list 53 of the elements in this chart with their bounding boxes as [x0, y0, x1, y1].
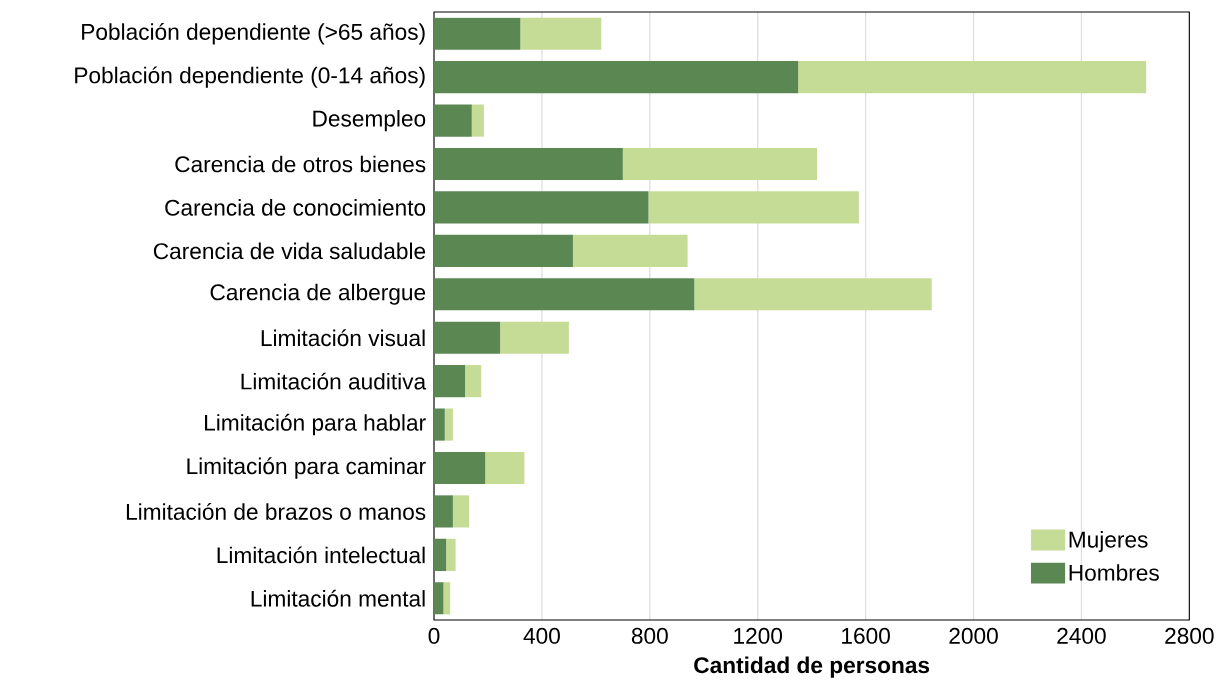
bar: [622, 147, 818, 181]
y-tick-label: Población dependiente (>65 años): [82, 23, 425, 45]
y-tick-label: Desempleo: [313, 110, 426, 132]
bar: [434, 278, 695, 311]
y-tick-label: Limitación mental: [251, 589, 425, 607]
bar: [798, 61, 1147, 94]
y-tick-label: Limitación visual: [261, 329, 425, 347]
y-tick-label: Población dependiente (0-14 años): [75, 66, 425, 88]
bar: [434, 321, 501, 354]
x-tick-label: 400: [523, 627, 560, 644]
bar: [434, 147, 623, 181]
bar: [434, 582, 444, 615]
bar: [465, 365, 482, 398]
legend-label: Hombres: [1069, 564, 1159, 581]
bar: [434, 451, 486, 485]
bar: [648, 191, 859, 224]
x-tick-label: 800: [631, 627, 668, 644]
x-tick-label: 1200: [734, 627, 783, 644]
bar: [434, 408, 445, 441]
bar: [434, 538, 447, 571]
x-tick-label: 2800: [1165, 627, 1214, 644]
bar: [694, 278, 932, 311]
bar: [485, 451, 525, 485]
bar: [434, 191, 649, 224]
bar: [444, 408, 453, 441]
bar: [434, 17, 521, 50]
bar: [434, 365, 466, 398]
x-tick-label: 2000: [949, 627, 998, 644]
bar: [434, 61, 799, 94]
bar: [500, 321, 569, 354]
y-tick-label: Limitación para caminar: [187, 457, 426, 479]
bar: [471, 104, 484, 137]
y-tick-label: Limitación de brazos o manos: [126, 502, 426, 520]
bar: [520, 17, 602, 50]
bar: [443, 582, 451, 615]
y-tick-label: Limitación para hablar: [205, 413, 426, 436]
bar: [452, 495, 470, 528]
bar: [572, 234, 688, 267]
bar: [434, 495, 453, 528]
y-tick-label: Limitación intelectual: [217, 546, 425, 564]
y-tick-label: Carencia de otros bienes: [175, 155, 426, 173]
y-tick-label: Carencia de conocimiento: [165, 199, 426, 216]
x-axis-title: Cantidad de personas: [694, 656, 930, 678]
y-tick-label: Carencia de vida saludable: [153, 242, 426, 260]
y-tick-label: Limitación auditiva: [241, 372, 427, 390]
legend-label: Mujeres: [1069, 531, 1148, 553]
bar: [434, 104, 472, 137]
bar: [446, 538, 456, 571]
x-tick-label: 2400: [1057, 627, 1106, 644]
x-tick-label: 0: [428, 627, 440, 644]
x-tick-label: 1600: [842, 627, 890, 644]
bar: [434, 234, 573, 267]
y-tick-label: Carencia de albergue: [210, 283, 426, 305]
